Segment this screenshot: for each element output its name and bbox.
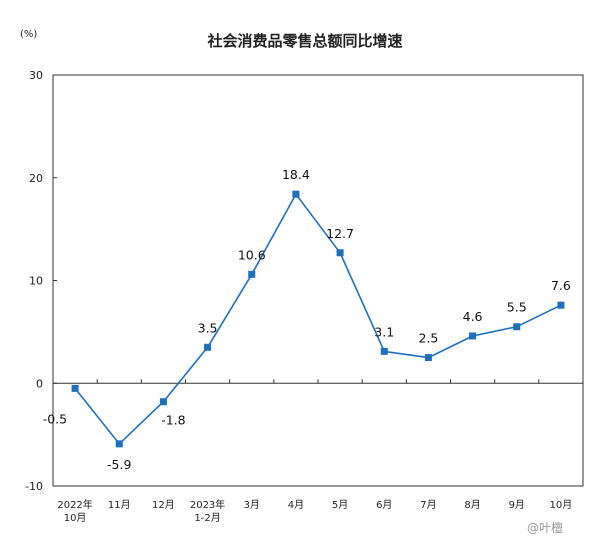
data-point xyxy=(557,301,565,309)
x-tick-label: 1-2月 xyxy=(194,512,220,524)
data-point xyxy=(469,332,477,340)
x-tick-label: 7月 xyxy=(420,499,436,511)
x-tick-label: 4月 xyxy=(288,499,304,511)
data-label: 2.5 xyxy=(418,331,438,346)
y-tick-label: 10 xyxy=(29,275,43,288)
data-label: 3.1 xyxy=(374,324,394,339)
data-label: 4.6 xyxy=(463,309,483,324)
x-tick-label: 5月 xyxy=(332,499,348,511)
x-tick-label: 6月 xyxy=(376,499,392,511)
y-tick-label: 0 xyxy=(36,377,43,390)
data-point xyxy=(71,384,79,392)
data-point xyxy=(115,440,123,448)
data-point xyxy=(292,190,300,198)
plot-area-border xyxy=(52,74,584,487)
data-label: 5.5 xyxy=(507,300,527,315)
data-label: -5.9 xyxy=(107,457,131,472)
chart-title: 社会消费品零售总额同比增速 xyxy=(206,32,402,50)
x-tick-label: 3月 xyxy=(244,499,260,511)
y-tick-label: 20 xyxy=(29,172,43,185)
data-point xyxy=(424,354,432,362)
data-label: 7.6 xyxy=(551,278,571,293)
x-tick-label: 2023年 xyxy=(190,498,225,511)
x-tick-label: 10月 xyxy=(550,499,573,511)
y-axis: -10 0 10 20 30 xyxy=(25,69,57,493)
y-axis-unit-label: (%) xyxy=(20,29,37,40)
data-point xyxy=(248,270,256,278)
data-point xyxy=(159,398,167,406)
x-tick-label: 10月 xyxy=(64,512,87,524)
data-point xyxy=(513,323,521,331)
data-point xyxy=(204,343,212,351)
data-point xyxy=(336,249,344,257)
x-tick-label: 11月 xyxy=(108,499,131,511)
x-tick-label: 8月 xyxy=(464,499,480,511)
data-labels: -0.5 -5.9 -1.8 3.5 10.6 18.4 12.7 3.1 2.5 4.6 5.5 7… xyxy=(43,167,571,472)
x-tick-label: 12月 xyxy=(152,499,175,511)
x-tick-label: 9月 xyxy=(509,499,525,511)
series-line-path xyxy=(74,193,562,445)
data-label: -1.8 xyxy=(161,413,185,428)
data-label: 12.7 xyxy=(326,226,354,241)
data-point xyxy=(380,347,388,355)
data-label: 10.6 xyxy=(238,247,266,262)
y-tick-label: -10 xyxy=(25,480,43,493)
x-tick-label: 2022年 xyxy=(57,498,92,511)
series-line xyxy=(71,190,565,448)
watermark-text: @叶檀 xyxy=(527,520,563,535)
data-label: 3.5 xyxy=(198,320,218,335)
data-label: -0.5 xyxy=(43,411,67,426)
data-label: 18.4 xyxy=(282,167,310,182)
y-tick-label: 30 xyxy=(29,69,43,82)
